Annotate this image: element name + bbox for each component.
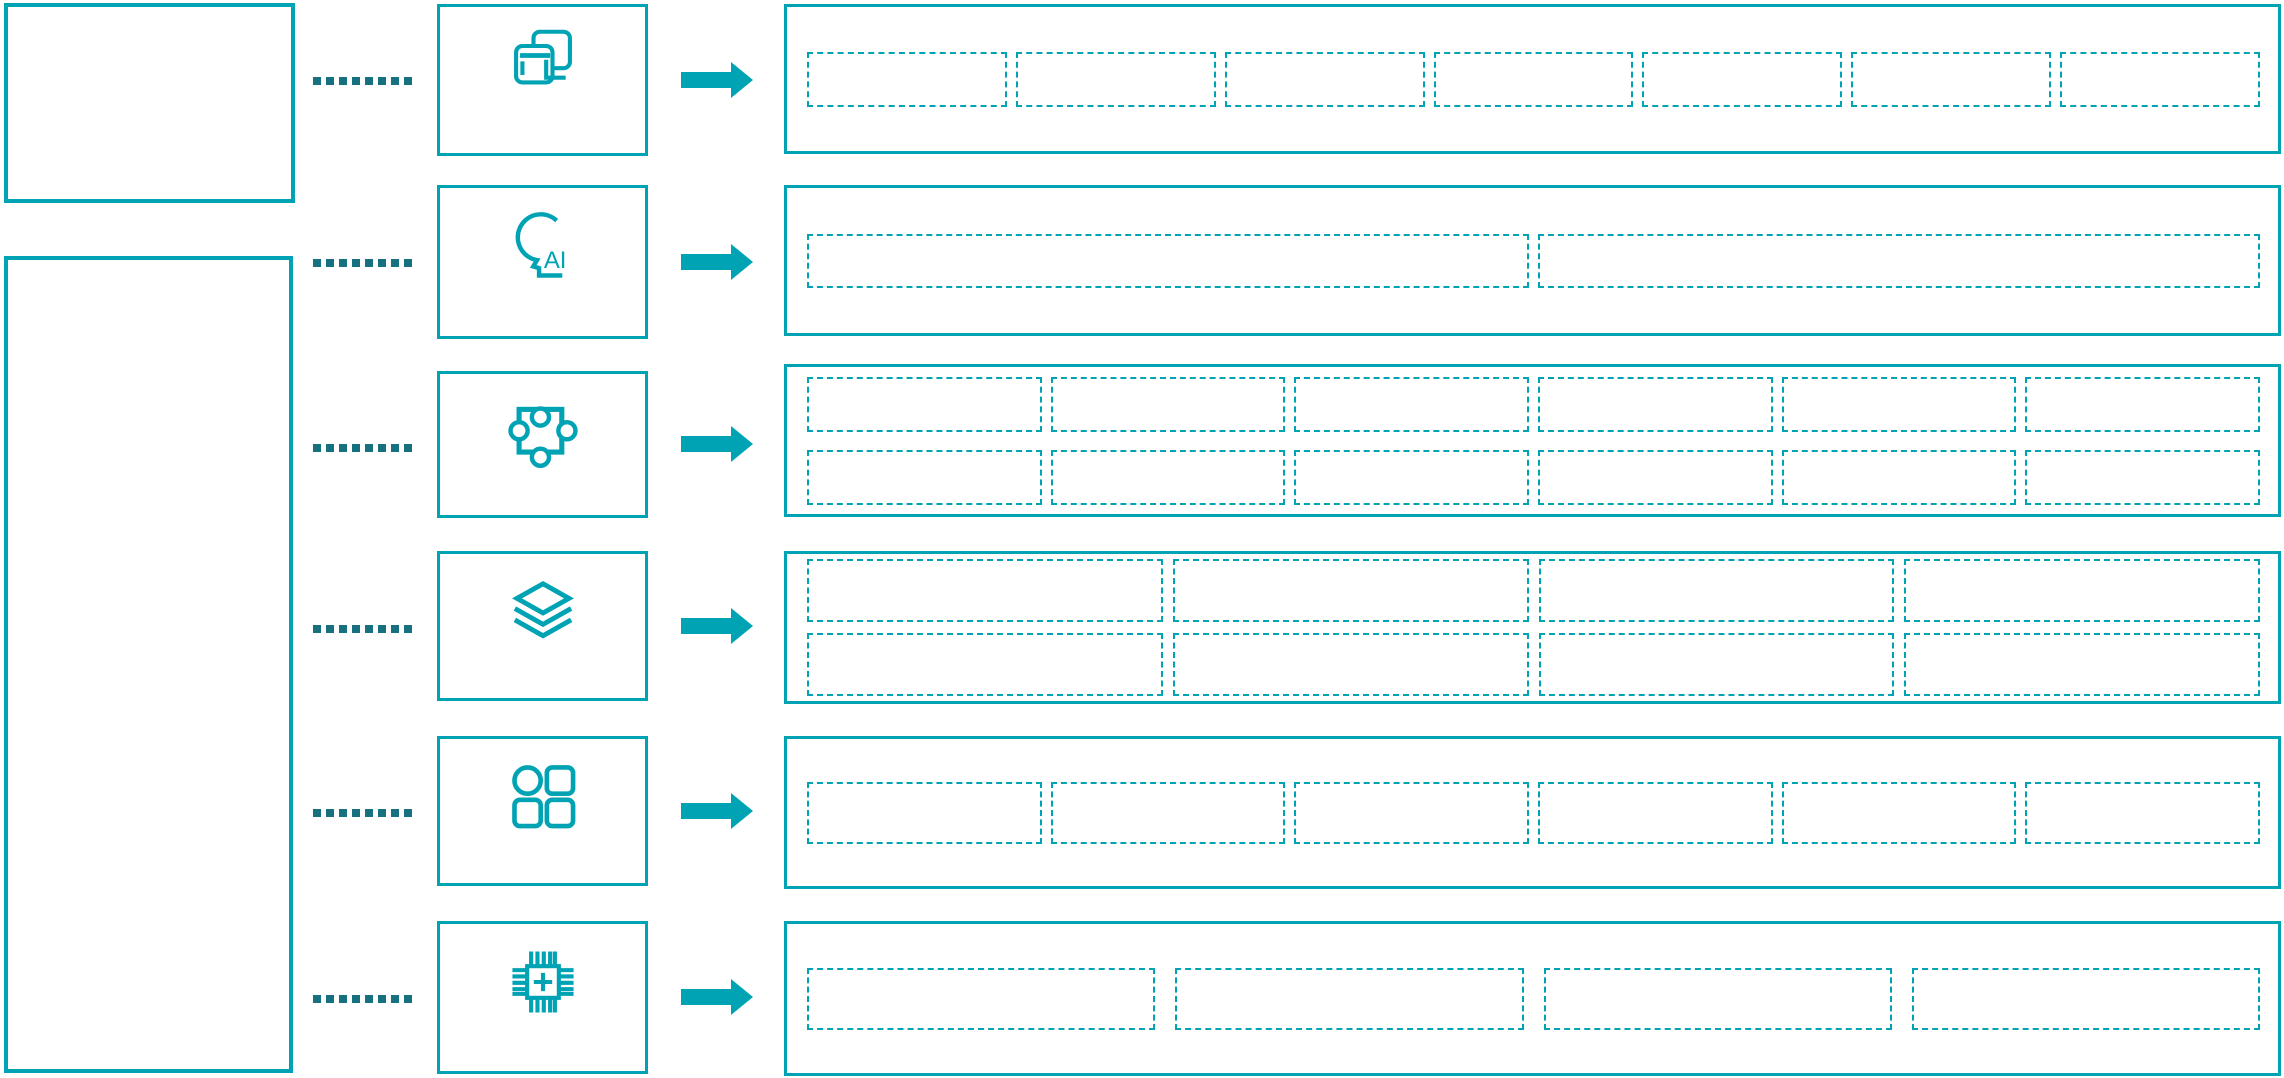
flow-arrow-icon: [681, 793, 753, 829]
placeholder-row: [807, 376, 2261, 432]
ai-icon-text: AI: [543, 247, 566, 274]
content-panel-5: [784, 736, 2281, 889]
placeholder-box: [1851, 51, 2052, 107]
flow-arrow-icon: [681, 979, 753, 1015]
placeholder-row: [807, 781, 2261, 844]
dashed-connector: [313, 995, 414, 1003]
ai-head-icon: AI: [515, 212, 566, 278]
placeholder-box: [1050, 376, 1286, 432]
placeholder-box: [1911, 967, 2260, 1030]
content-panel-4: [784, 551, 2281, 704]
placeholder-box: [807, 967, 1156, 1030]
icon-tile-1: [437, 4, 648, 156]
placeholder-box: [1642, 51, 1843, 107]
placeholder-box: [1050, 781, 1286, 844]
flow-arrow-icon: [681, 244, 753, 280]
placeholder-box: [1175, 967, 1524, 1030]
content-panel-3: [784, 364, 2281, 517]
placeholder-box: [1543, 967, 1892, 1030]
placeholder-box: [807, 449, 1042, 505]
placeholder-box: [2025, 376, 2261, 432]
icon-tile-4: [437, 551, 648, 701]
placeholder-box: [807, 559, 1163, 622]
apps-grid-icon: [511, 765, 575, 829]
placeholder-box: [1433, 51, 1634, 107]
placeholder-box: [1538, 233, 2260, 288]
placeholder-row: [807, 51, 2261, 107]
dashed-connector: [313, 625, 414, 633]
puzzle-piece-icon: [507, 406, 578, 468]
placeholder-box: [1781, 376, 2017, 432]
icon-tile-2: AI: [437, 185, 648, 339]
placeholder-box: [807, 781, 1042, 844]
flow-arrow-icon: [681, 426, 753, 462]
placeholder-row: [807, 559, 2260, 622]
dashed-connector: [313, 259, 414, 267]
dashed-connector: [313, 444, 414, 452]
placeholder-box: [1538, 376, 1773, 432]
placeholder-box: [1172, 633, 1529, 696]
placeholder-box: [2025, 781, 2261, 844]
dashed-connector: [313, 809, 414, 817]
icon-tile-3: [437, 371, 648, 518]
top-left-box: [4, 3, 295, 203]
placeholder-box: [1781, 449, 2017, 505]
placeholder-row: [807, 967, 2260, 1030]
placeholder-row: [807, 633, 2260, 696]
placeholder-box: [1015, 51, 1216, 107]
chip-icon: [511, 951, 574, 1013]
placeholder-box: [807, 633, 1163, 696]
placeholder-box: [1172, 559, 1529, 622]
placeholder-row: [807, 233, 2260, 288]
overlapping-windows-icon: [513, 29, 572, 85]
placeholder-box: [807, 233, 1529, 288]
layers-icon: [511, 580, 574, 639]
dashed-connector: [313, 77, 414, 85]
placeholder-box: [1224, 51, 1425, 107]
content-panel-6: [784, 921, 2281, 1076]
placeholder-box: [1781, 781, 2017, 844]
icon-tile-5: [437, 736, 648, 886]
placeholder-box: [2060, 51, 2261, 107]
placeholder-box: [1294, 449, 1530, 505]
placeholder-box: [1904, 559, 2260, 622]
placeholder-box: [1904, 633, 2260, 696]
content-panel-1: [784, 4, 2281, 154]
flow-arrow-icon: [681, 608, 753, 644]
main-left-box: [4, 256, 293, 1073]
placeholder-box: [2025, 449, 2261, 505]
icon-tile-6: [437, 921, 648, 1074]
placeholder-box: [1538, 449, 1773, 505]
placeholder-box: [1294, 376, 1530, 432]
placeholder-box: [1294, 781, 1530, 844]
placeholder-box: [1538, 559, 1895, 622]
flow-arrow-icon: [681, 62, 753, 98]
placeholder-box: [1538, 633, 1895, 696]
placeholder-box: [807, 376, 1042, 432]
placeholder-row: [807, 449, 2261, 505]
placeholder-box: [1050, 449, 1286, 505]
placeholder-box: [807, 51, 1007, 107]
placeholder-box: [1538, 781, 1773, 844]
content-panel-2: [784, 185, 2281, 336]
